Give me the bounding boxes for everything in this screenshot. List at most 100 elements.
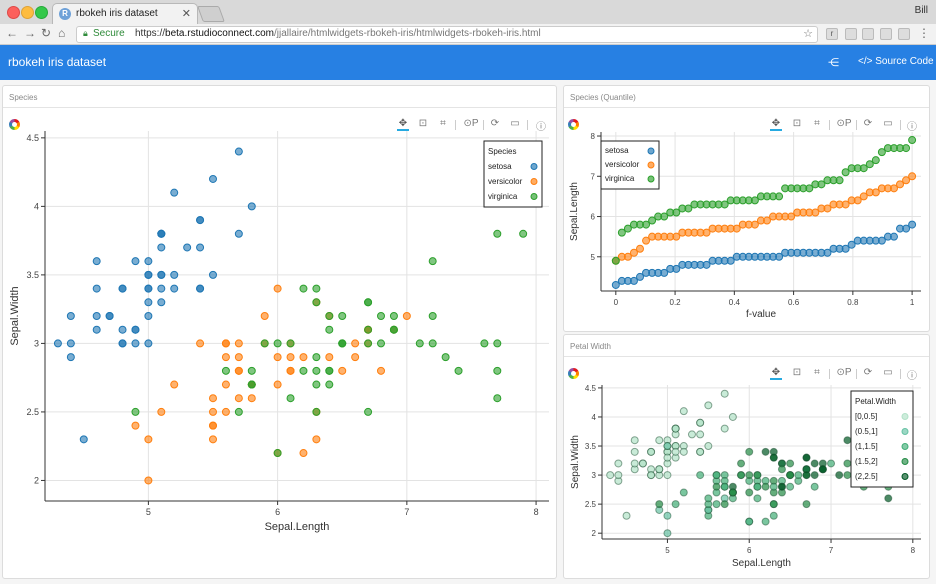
reset-icon[interactable]: ⟳ <box>863 367 873 378</box>
pan-icon[interactable]: ✥ <box>770 367 782 380</box>
petal-width-point <box>630 436 639 445</box>
versicolor-point <box>338 366 347 375</box>
legend-entry-marker <box>901 458 909 465</box>
url-input[interactable]: 🔒︎ Secure https://beta.rstudioconnect.co… <box>76 26 818 43</box>
petal-width-point <box>802 453 811 462</box>
species-scatter-plot[interactable]: 5 6 7 8 2 2.5 3 3.5 4 4.5 Sepal.Length Sepal.Width S… <box>3 128 556 578</box>
help-icon[interactable]: ⓘ <box>907 122 917 133</box>
virginica-quantile-point <box>902 144 911 153</box>
profile-user[interactable]: Bill <box>914 5 928 16</box>
y-tick-label: 3 <box>592 471 597 480</box>
menu-icon[interactable]: ⋮ <box>918 26 930 40</box>
species-panel: Species ✥ ⊡ ⌗ ⊙P ⟳ ▭ ⓘ 5 6 7 8 2 2.5 3 3.5 4 4.5 S… <box>2 85 557 579</box>
versicolor-point <box>221 407 230 416</box>
star-icon[interactable]: ☆ <box>803 28 813 40</box>
setosa-point <box>66 339 75 348</box>
resize-icon[interactable]: ⌗ <box>440 118 446 129</box>
y-tick-label: 7 <box>591 172 596 181</box>
tab-close-icon[interactable]: ✕ <box>181 8 191 20</box>
setosa-quantile-point <box>908 220 917 229</box>
forward-icon[interactable]: → <box>24 26 36 40</box>
minimize-window-button[interactable] <box>21 6 34 19</box>
reload-icon[interactable]: ↻ <box>41 26 52 40</box>
y-axis-label: Sepal.Length <box>569 182 580 241</box>
logo-icon[interactable] <box>568 119 579 130</box>
petal-width-point <box>614 471 623 480</box>
virginica-point <box>428 312 437 320</box>
petal-width-point <box>712 482 721 491</box>
panel-title: Petal Width <box>570 342 611 351</box>
legend-title: Species <box>488 147 516 156</box>
reset-icon[interactable]: ⟳ <box>490 118 500 129</box>
x-tick-label: 6 <box>275 507 280 517</box>
reset-icon[interactable]: ⟳ <box>863 118 873 129</box>
pan-icon[interactable]: ✥ <box>397 118 409 131</box>
app-title[interactable]: rbokeh iris dataset <box>8 55 107 69</box>
quantile-scatter-plot[interactable]: 0 0.2 0.4 0.6 0.8 1 5 6 7 8 f-value Sepal.Length set… <box>564 128 929 331</box>
extension-grid-icon[interactable] <box>845 28 857 40</box>
close-window-button[interactable] <box>7 6 20 19</box>
pan-icon[interactable]: ✥ <box>770 118 782 131</box>
new-tab-button[interactable] <box>197 6 225 22</box>
resize-icon[interactable]: ⌗ <box>814 118 820 129</box>
y-axis-label: Sepal.Width <box>570 435 581 489</box>
setosa-point <box>196 243 205 252</box>
x-tick-label: 0.4 <box>729 298 741 307</box>
setosa-quantile-point <box>672 264 681 273</box>
address-bar: ← → ↻ ⌂ 🔒︎ Secure https://beta.rstudioco… <box>0 24 936 45</box>
home-icon[interactable]: ⌂ <box>58 26 66 40</box>
browser-tab[interactable]: R rbokeh iris dataset ✕ <box>52 3 198 25</box>
extension-page-icon[interactable] <box>898 28 910 40</box>
petal-width-point <box>663 471 672 480</box>
back-icon[interactable]: ← <box>6 26 18 40</box>
setosa-quantile-point <box>889 232 898 241</box>
virginica-point <box>441 353 450 362</box>
virginica-point <box>286 339 295 348</box>
extension-square-icon[interactable] <box>880 28 892 40</box>
help-icon[interactable]: ⓘ <box>907 371 917 382</box>
box-zoom-icon[interactable]: ⊡ <box>418 118 428 129</box>
virginica-quantile-point <box>871 156 880 165</box>
petal-width-point <box>818 465 827 474</box>
resize-icon[interactable]: ⌗ <box>814 367 820 378</box>
maximize-window-button[interactable] <box>35 6 48 19</box>
save-icon[interactable]: ▭ <box>883 118 893 129</box>
petal-width-point <box>655 500 664 509</box>
versicolor-quantile-point <box>908 172 917 181</box>
legend-entry-marker <box>530 178 538 185</box>
setosa-point <box>157 298 166 307</box>
virginica-quantile-point <box>841 168 850 177</box>
extension-box-icon[interactable] <box>862 28 874 40</box>
petal-width-scatter-plot[interactable]: 5 6 7 8 2 2.5 3 3.5 4 4.5 Sepal.Length Sepal.Width P… <box>564 377 929 578</box>
versicolor-point <box>221 380 230 389</box>
virginica-point <box>364 407 373 416</box>
logo-icon[interactable] <box>568 368 579 379</box>
extension-r-icon[interactable]: r <box>826 28 838 40</box>
versicolor-point <box>234 353 243 362</box>
wheel-zoom-icon[interactable]: ⊙P <box>463 118 479 129</box>
box-zoom-icon[interactable]: ⊡ <box>792 118 802 129</box>
versicolor-point <box>299 353 308 362</box>
versicolor-quantile-point <box>702 228 711 237</box>
legend-entry-label: setosa <box>605 146 629 155</box>
virginica-point <box>493 366 502 375</box>
petal-width-point <box>769 500 778 509</box>
x-tick-label: 8 <box>911 546 916 555</box>
virginica-quantile-point <box>877 148 886 157</box>
save-icon[interactable]: ▭ <box>883 367 893 378</box>
save-icon[interactable]: ▭ <box>510 118 520 129</box>
wheel-zoom-icon[interactable]: ⊙P <box>836 118 852 129</box>
virginica-quantile-point <box>775 192 784 201</box>
box-zoom-icon[interactable]: ⊡ <box>792 367 802 378</box>
source-code-link[interactable]: </> Source Code <box>858 56 934 67</box>
setosa-point <box>144 312 153 320</box>
petal-width-point <box>769 447 778 456</box>
share-icon[interactable]: ⋲ <box>828 57 839 69</box>
petal-width-point <box>728 412 737 421</box>
versicolor-quantile-point <box>750 220 759 229</box>
versicolor-point <box>131 421 140 430</box>
logo-icon[interactable] <box>9 119 20 130</box>
help-icon[interactable]: ⓘ <box>536 122 546 133</box>
wheel-zoom-icon[interactable]: ⊙P <box>836 367 852 378</box>
y-tick-label: 4.5 <box>585 384 597 393</box>
